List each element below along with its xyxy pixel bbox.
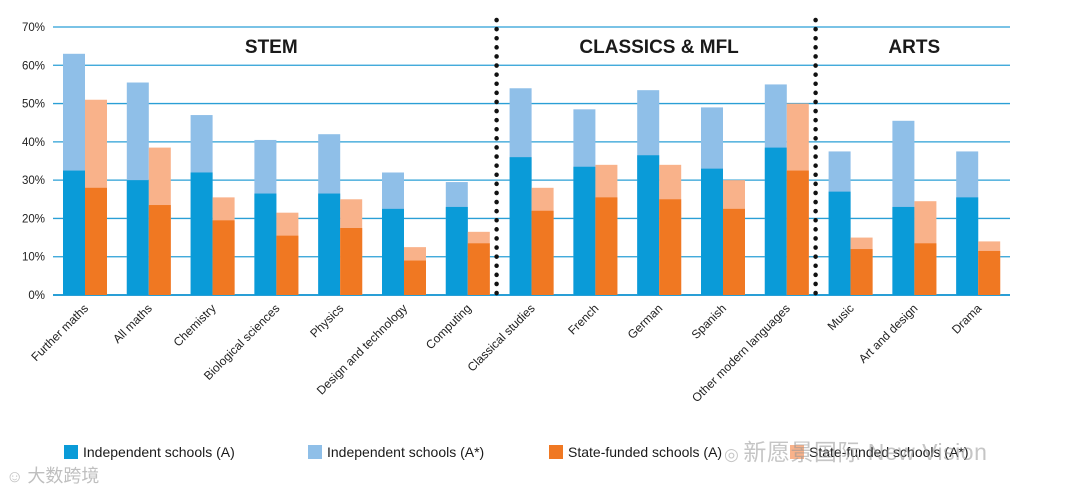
category-labels: Further maths All maths ChemistryBiologica… — [28, 301, 984, 405]
bar-state-a — [914, 243, 937, 295]
bar-state-a — [786, 170, 809, 295]
legend-label: State-funded schools (A) — [568, 444, 723, 460]
watermark-text: 新愿景国际 New Vision — [743, 439, 988, 465]
wechat-icon: ◎ — [724, 445, 740, 464]
bar-independent-a — [892, 206, 915, 295]
category-label: Drama — [949, 301, 985, 337]
y-tick-label: 50% — [22, 99, 45, 111]
bar-state-a — [340, 228, 363, 295]
group-titles: STEM CLASSICS & MFL ARTS — [245, 37, 940, 58]
y-tick-label: 10% — [22, 252, 45, 264]
y-tick-label: 30% — [22, 175, 45, 187]
bar-state-a — [531, 210, 554, 295]
group-title: ARTS — [888, 37, 940, 58]
bar-state-a — [85, 187, 107, 295]
category-label: Further maths — [28, 301, 91, 364]
bar-state-a — [148, 205, 171, 295]
category-label: All maths — [110, 301, 155, 346]
legend: Independent schools (A) Independent scho… — [0, 444, 1080, 468]
legend-item-state-a: State-funded schools (A) — [549, 444, 722, 460]
category-label: French — [565, 301, 601, 337]
bar-independent-a — [828, 191, 851, 295]
group-title: CLASSICS & MFL — [579, 37, 739, 58]
y-tick-label: 0% — [28, 290, 45, 302]
bar-independent-a — [509, 157, 532, 295]
bar-independent-a — [637, 155, 660, 295]
bar-state-a — [978, 250, 1001, 295]
legend-label: Independent schools (A) — [83, 444, 235, 460]
group-title: STEM — [245, 37, 298, 58]
bar-state-a — [212, 220, 235, 295]
legend-swatch — [549, 445, 563, 459]
category-label: Classical studies — [465, 301, 538, 374]
group-dividers — [494, 17, 818, 299]
legend-item-independent-a: Independent schools (A) — [64, 444, 235, 460]
bar-independent-a — [190, 172, 213, 295]
bar-state-a — [659, 199, 682, 295]
legend-label: State-funded schools (A*) — [809, 444, 969, 460]
legend-swatch — [790, 445, 804, 459]
bar-state-a — [595, 197, 618, 295]
bar-independent-a — [126, 180, 149, 295]
bar-chart: 0% 10% 20% 30% 40% 50% 60% 70% STEM CLASSICS & M… — [22, 17, 1010, 405]
weibo-icon: ☺ — [6, 467, 24, 486]
bar-state-a — [404, 260, 426, 295]
category-label: Art and design — [856, 301, 921, 366]
bar-independent-a — [63, 170, 85, 295]
bar-independent-a — [573, 166, 596, 295]
bar-independent-a — [254, 193, 277, 295]
bar-independent-a — [701, 168, 723, 295]
bar-independent-a — [956, 197, 979, 295]
legend-swatch — [64, 445, 78, 459]
legend-swatch — [308, 445, 322, 459]
y-tick-label: 70% — [22, 22, 45, 34]
legend-item-independent-a-star: Independent schools (A*) — [308, 444, 484, 460]
watermark-text: 大数跨境 — [27, 466, 100, 486]
bars — [63, 53, 1001, 296]
bar-independent-a — [382, 208, 404, 295]
y-tick-label: 60% — [22, 60, 45, 72]
watermark-dashu: ☺ 大数跨境 — [6, 462, 99, 488]
category-label: Spanish — [689, 301, 730, 342]
bar-state-a — [723, 208, 745, 295]
y-tick-label: 40% — [22, 137, 45, 149]
bar-independent-a — [764, 147, 787, 295]
category-label: German — [625, 301, 666, 342]
bar-state-a — [467, 243, 490, 295]
bar-state-a — [850, 249, 873, 295]
legend-item-state-a-star: State-funded schools (A*) — [790, 444, 969, 460]
bar-state-a — [276, 235, 299, 295]
category-label: Music — [825, 301, 857, 333]
y-axis-ticks: 0% 10% 20% 30% 40% 50% 60% 70% — [22, 22, 45, 302]
category-label: Physics — [307, 301, 346, 340]
legend-label: Independent schools (A*) — [327, 444, 485, 460]
category-label: Computing — [423, 301, 474, 352]
bar-independent-a — [445, 206, 468, 295]
y-tick-label: 20% — [22, 213, 45, 225]
category-label: Chemistry — [171, 301, 219, 349]
watermark-new-vision: ◎ 新愿景国际 New Vision — [724, 433, 987, 467]
bar-independent-a — [318, 193, 341, 295]
